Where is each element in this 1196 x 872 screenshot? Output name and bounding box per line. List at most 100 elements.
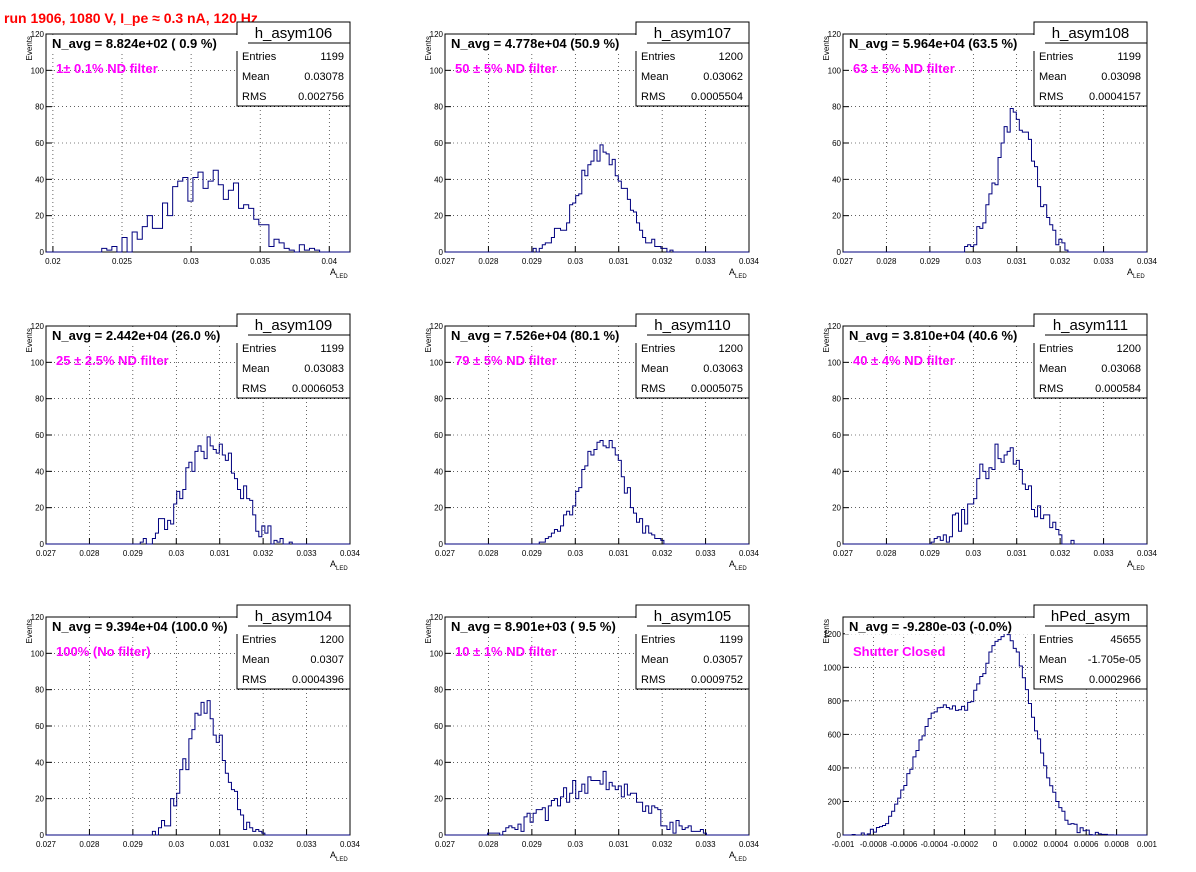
x-axis-title-main: A — [1127, 267, 1133, 277]
y-tick-label: 600 — [828, 730, 842, 739]
x-tick-label: 0.028 — [79, 549, 100, 558]
x-tick-label: 0.029 — [920, 549, 941, 558]
x-tick-label: -0.0008 — [860, 840, 888, 849]
filter-annotation: 63 ± 5% ND filter — [853, 61, 955, 76]
stats-box-title: h_asym109 — [255, 317, 333, 334]
x-tick-label: 0.0004 — [1044, 840, 1069, 849]
x-tick-label: 0.031 — [210, 840, 231, 849]
x-tick-label: 0.033 — [696, 549, 717, 558]
y-tick-label: 0 — [439, 540, 444, 549]
x-tick-label: 0.027 — [833, 257, 854, 266]
x-tick-label: 0.03 — [567, 549, 583, 558]
stats-label: RMS — [1039, 91, 1063, 103]
y-tick-label: 0 — [439, 248, 444, 257]
x-tick-label: 0.028 — [478, 840, 499, 849]
x-axis-title: ALED — [1127, 559, 1145, 572]
stats-label: Entries — [1039, 343, 1074, 355]
y-tick-label: 400 — [828, 764, 842, 773]
x-tick-label: 0.02 — [45, 257, 61, 266]
y-tick-label: 20 — [35, 504, 44, 513]
y-tick-label: 100 — [430, 66, 444, 75]
stats-value: 0.0005504 — [691, 91, 743, 103]
x-tick-label: 0.031 — [1007, 257, 1028, 266]
n-avg-background — [447, 35, 647, 51]
x-tick-label: 0.031 — [1007, 549, 1028, 558]
x-tick-label: -0.0004 — [921, 840, 949, 849]
stats-value: 0.0004396 — [292, 674, 344, 686]
x-tick-label: 0.027 — [36, 549, 57, 558]
stats-label: Mean — [641, 71, 669, 83]
stats-value: 1199 — [320, 343, 344, 355]
n-avg-annotation: N_avg = -9.280e-03 (-0.0%) — [849, 619, 1012, 634]
x-axis-title-sub: LED — [336, 857, 348, 863]
y-axis-title: Events — [822, 36, 831, 60]
y-axis-title: Events — [822, 619, 831, 643]
stats-label: Entries — [242, 634, 277, 646]
x-axis-title: ALED — [330, 559, 348, 572]
x-axis-title: ALED — [330, 850, 348, 863]
y-tick-label: 1000 — [823, 663, 841, 672]
n-avg-annotation: N_avg = 8.901e+03 ( 9.5 %) — [451, 619, 616, 634]
x-tick-label: 0.027 — [435, 549, 456, 558]
stats-value: 1200 — [719, 51, 743, 63]
x-tick-label: 0.034 — [340, 549, 361, 558]
x-tick-label: 0.032 — [1050, 257, 1071, 266]
y-tick-label: 60 — [434, 722, 443, 731]
y-tick-label: 120 — [828, 322, 842, 331]
y-tick-label: 0 — [837, 248, 842, 257]
x-tick-label: 0.034 — [739, 840, 760, 849]
y-tick-label: 0 — [40, 248, 45, 257]
stats-label: Entries — [1039, 634, 1074, 646]
x-tick-label: 0.027 — [435, 257, 456, 266]
y-tick-label: 80 — [832, 103, 841, 112]
stats-label: Mean — [641, 363, 669, 375]
x-tick-label: 0.032 — [253, 549, 274, 558]
x-tick-label: 0 — [993, 840, 998, 849]
y-tick-label: 60 — [35, 139, 44, 148]
y-tick-label: 20 — [35, 795, 44, 804]
x-tick-label: 0.027 — [36, 840, 57, 849]
y-tick-label: 60 — [434, 139, 443, 148]
n-avg-background — [48, 327, 248, 343]
n-avg-annotation: N_avg = 2.442e+04 (26.0 %) — [52, 328, 220, 343]
x-tick-label: 0.034 — [1137, 549, 1158, 558]
stats-label: Mean — [242, 363, 270, 375]
x-tick-label: 0.03 — [567, 840, 583, 849]
x-tick-label: 0.031 — [609, 549, 630, 558]
x-tick-label: 0.03 — [168, 549, 184, 558]
x-tick-label: -0.0006 — [890, 840, 918, 849]
x-tick-label: 0.03 — [567, 257, 583, 266]
stats-box-title: h_asym110 — [654, 317, 730, 334]
y-tick-label: 120 — [430, 30, 444, 39]
x-tick-label: 0.032 — [253, 840, 274, 849]
stats-value: 1200 — [320, 634, 344, 646]
x-tick-label: 0.027 — [435, 840, 456, 849]
stats-value: -1.705e-05 — [1088, 654, 1141, 666]
stats-label: Entries — [1039, 51, 1074, 63]
stats-value: 1199 — [719, 634, 743, 646]
n-avg-background — [447, 618, 647, 634]
histogram-line — [445, 144, 749, 253]
x-tick-label: 0.025 — [112, 257, 133, 266]
x-axis-title: ALED — [1127, 267, 1145, 280]
stats-label: Entries — [641, 343, 676, 355]
x-axis-title-main: A — [1127, 559, 1133, 569]
x-tick-label: 0.033 — [297, 840, 318, 849]
y-tick-label: 60 — [434, 431, 443, 440]
y-tick-label: 100 — [31, 649, 45, 658]
stats-label: RMS — [641, 91, 665, 103]
x-axis-title: ALED — [729, 850, 747, 863]
histogram-panel-h_asym108: 0.027 0.028 0.029 0.03 0.031 0.032 0.033 0.034 0… — [822, 21, 1158, 280]
n-avg-background — [48, 35, 248, 51]
y-tick-label: 120 — [430, 613, 444, 622]
x-axis-title-sub: LED — [336, 274, 348, 280]
y-tick-label: 40 — [434, 467, 443, 476]
x-tick-label: 0.028 — [79, 840, 100, 849]
x-tick-label: -0.001 — [832, 840, 855, 849]
y-axis-title: Events — [822, 328, 831, 352]
x-tick-label: 0.031 — [609, 840, 630, 849]
stats-label: Entries — [641, 51, 676, 63]
n-avg-annotation: N_avg = 4.778e+04 (50.9 %) — [451, 36, 619, 51]
stats-value: 0.03057 — [703, 654, 743, 666]
filter-annotation: 100% (No filter) — [56, 644, 151, 659]
